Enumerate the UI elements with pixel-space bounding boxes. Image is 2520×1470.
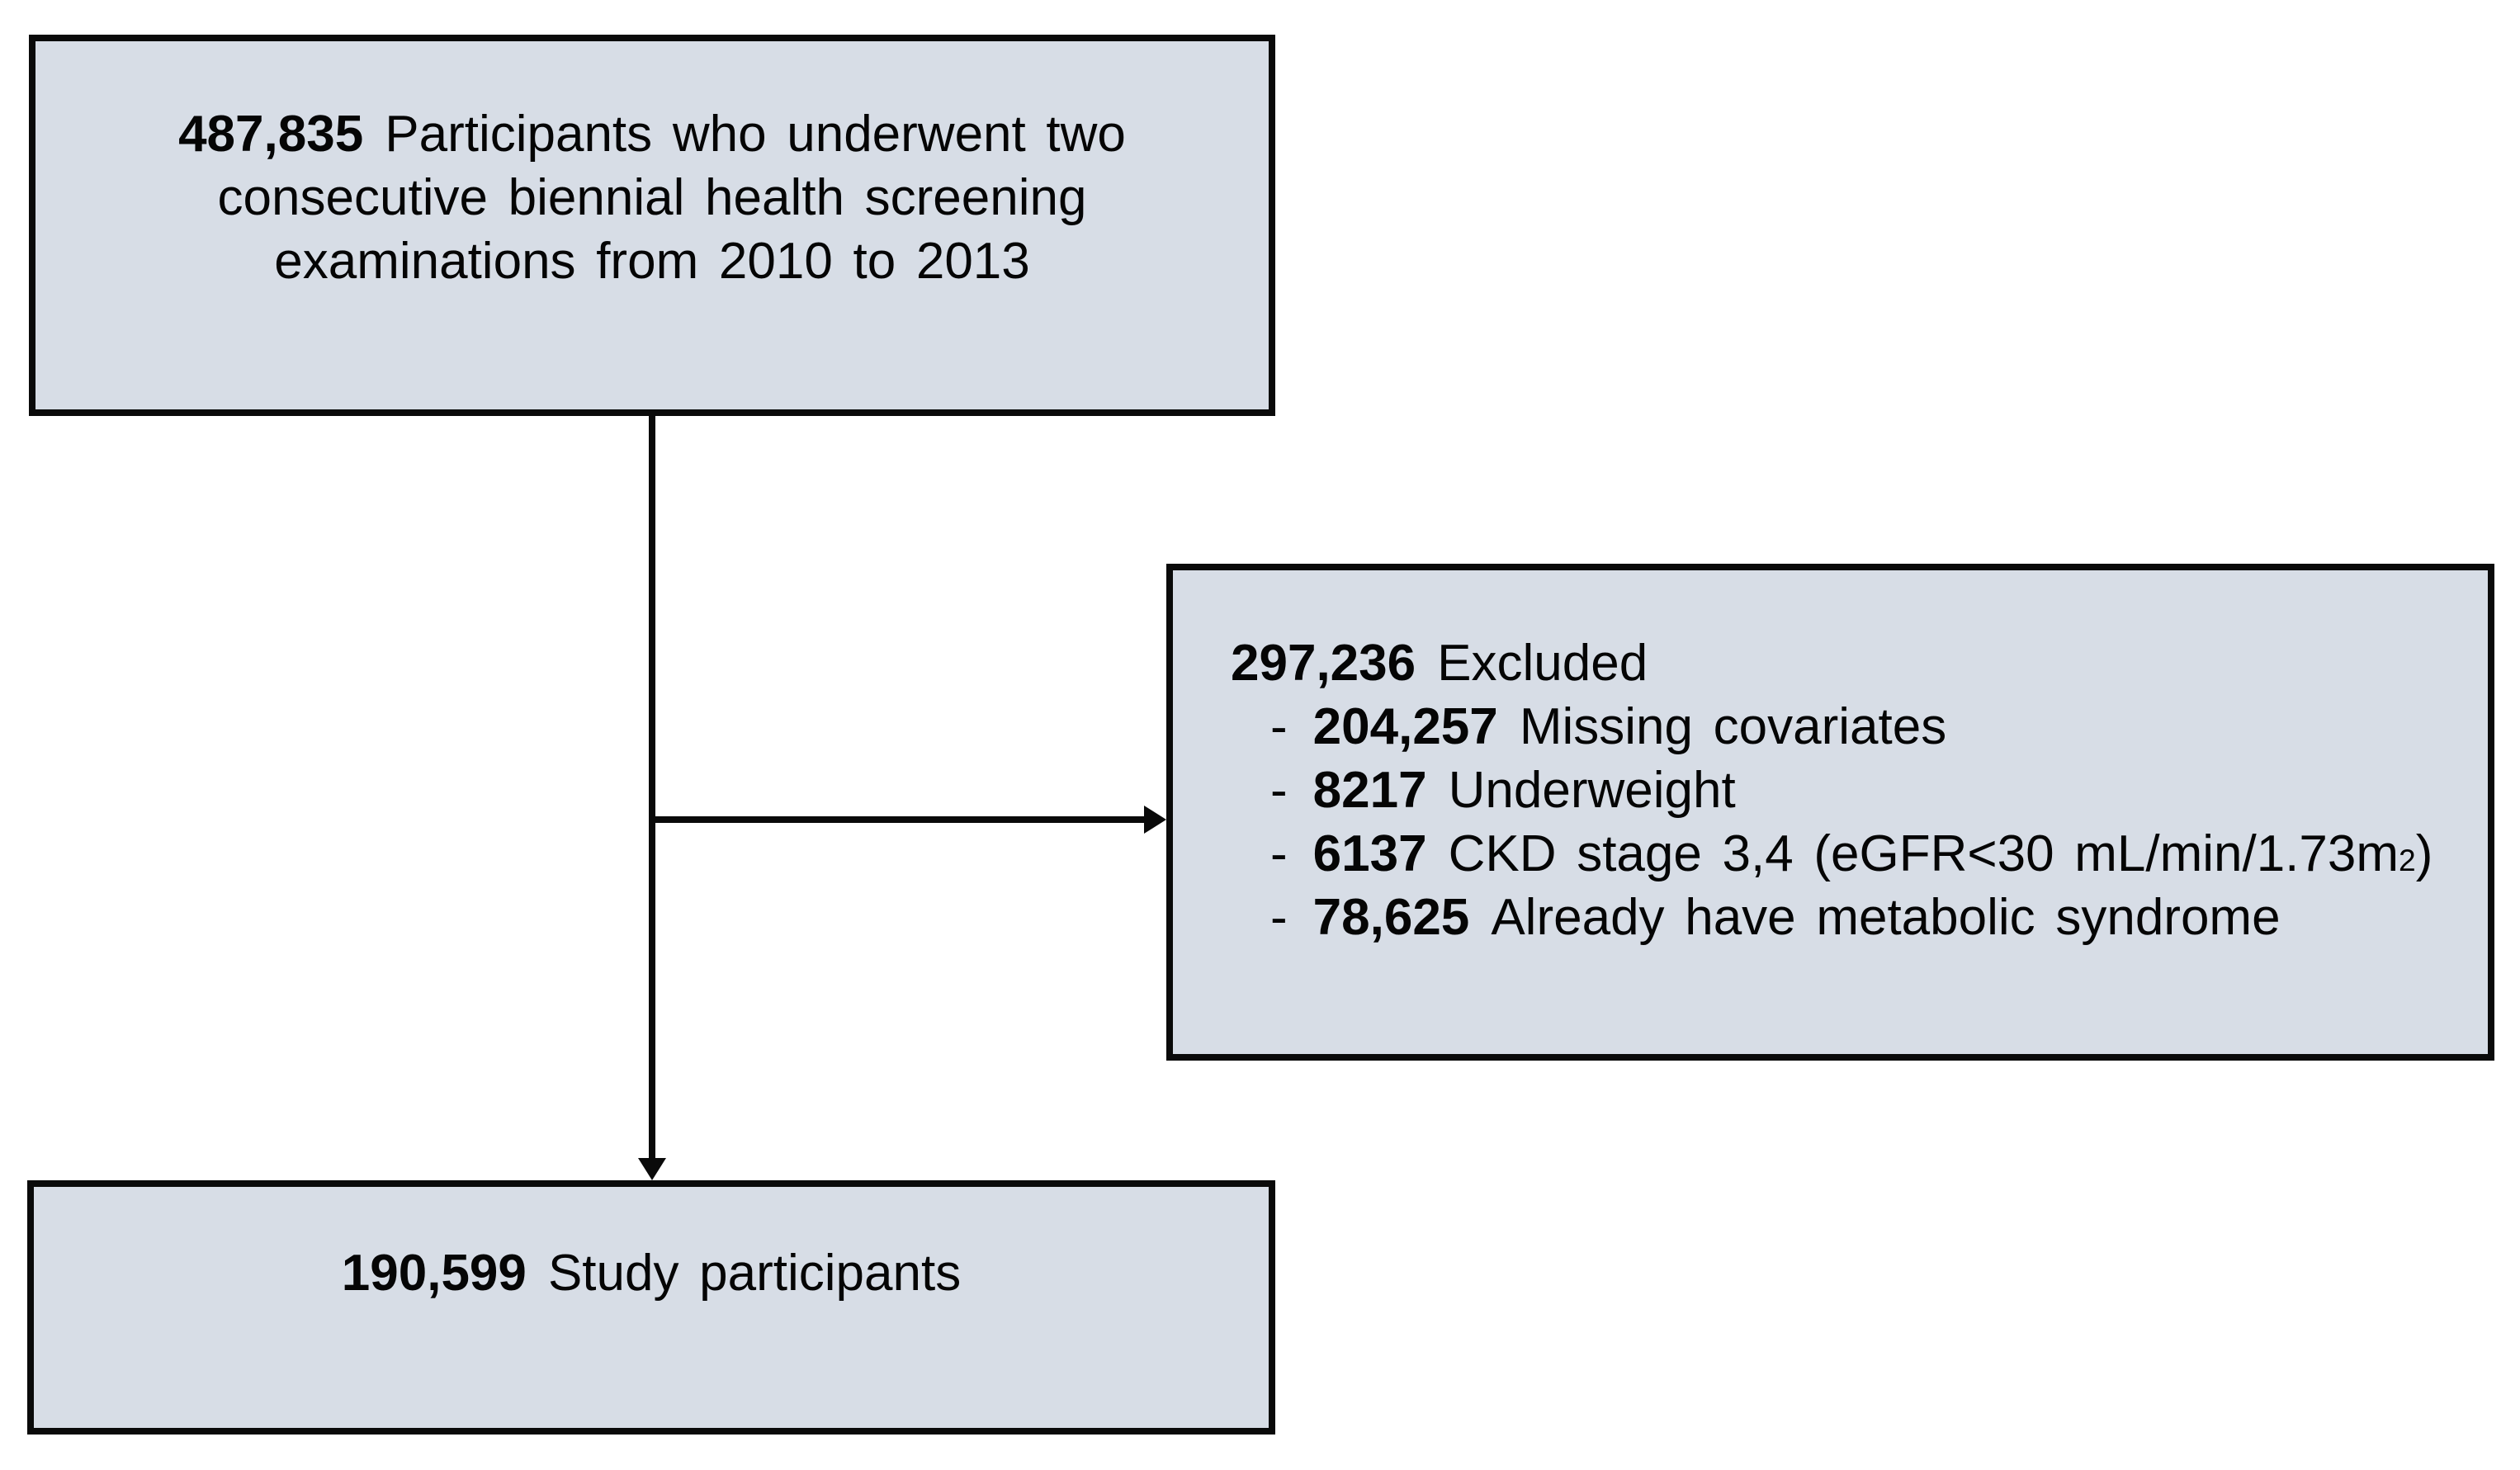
item-label: Missing covariates	[1519, 698, 1947, 755]
excluded-item-metabolic-syndrome: -78,625 Already have metabolic syndrome	[1231, 886, 2463, 949]
excluded-count: 297,236	[1231, 635, 1416, 692]
cohort-line-3: examinations from 2010 to 2013	[274, 233, 1030, 290]
item-label: Already have metabolic syndrome	[1491, 889, 2281, 946]
item-count: 204,257	[1312, 698, 1498, 755]
item-count: 78,625	[1312, 889, 1470, 946]
connector-vertical-line	[649, 413, 655, 1162]
result-box: 190,599 Study participants	[27, 1180, 1275, 1435]
result-label: Study participants	[547, 1245, 962, 1302]
connector-horizontal-line	[649, 816, 1147, 823]
item-count: 8217	[1312, 762, 1427, 819]
cohort-line-1: 487,835 Participants who underwent two	[35, 102, 1269, 166]
item-dash: -	[1270, 698, 1288, 755]
result-line: 190,599 Study participants	[34, 1241, 1269, 1305]
cohort-box: 487,835 Participants who underwent two co…	[29, 35, 1275, 416]
cohort-line-1-text: Participants who underwent two	[385, 106, 1126, 163]
result-count: 190,599	[341, 1245, 527, 1302]
item-count: 6137	[1312, 825, 1427, 882]
item-dash: -	[1270, 825, 1288, 882]
cohort-count: 487,835	[178, 106, 364, 163]
excluded-box: 297,236 Excluded -204,257 Missing covariat…	[1166, 564, 2494, 1061]
excluded-label: Excluded	[1437, 635, 1648, 692]
right-arrowhead-icon	[1144, 806, 1166, 834]
down-arrowhead-icon	[638, 1158, 666, 1180]
excluded-item-ckd: -6137 CKD stage 3,4 (eGFR<30 mL/min/1.73m…	[1231, 822, 2463, 886]
item-dash: -	[1270, 762, 1288, 819]
item-dash: -	[1270, 889, 1288, 946]
item-label: Underweight	[1448, 762, 1736, 819]
item-label: CKD stage 3,4 (eGFR<30 mL/min/1.73m	[1448, 825, 2399, 882]
excluded-header: 297,236 Excluded	[1231, 631, 2463, 695]
item-superscript: 2	[2399, 843, 2416, 877]
excluded-item-underweight: -8217 Underweight	[1231, 759, 2463, 822]
cohort-line-2: consecutive biennial health screening	[217, 169, 1087, 226]
item-suffix: )	[2415, 825, 2433, 882]
excluded-item-missing-covariates: -204,257 Missing covariates	[1231, 695, 2463, 759]
